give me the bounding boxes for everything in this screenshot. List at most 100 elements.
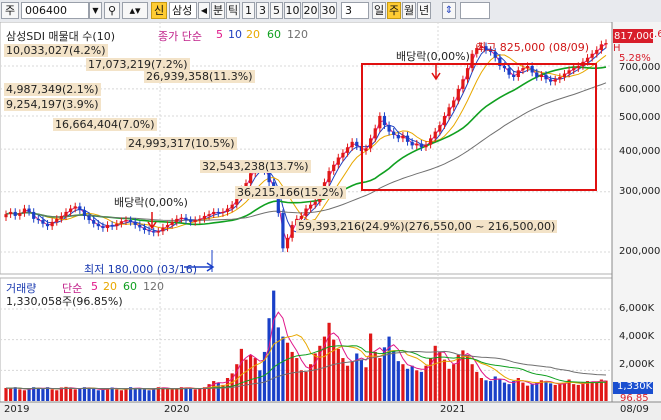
volume-bar	[336, 348, 340, 401]
candle	[336, 157, 340, 165]
candle	[544, 74, 548, 80]
search-icon[interactable]: ⚲	[104, 2, 120, 19]
speaker-icon[interactable]: ▴▾	[122, 2, 148, 19]
candle	[456, 88, 460, 101]
candle	[22, 208, 27, 214]
ma-5: 5	[216, 28, 223, 41]
current-price: 817,000	[614, 31, 656, 42]
volume-bar	[507, 384, 511, 401]
count-input[interactable]: 3	[341, 2, 369, 19]
dropdown-icon[interactable]: ▼	[89, 2, 102, 19]
dividend-annotation: 배당락(0,00%)	[396, 50, 470, 63]
candle	[152, 231, 156, 233]
candle	[313, 202, 317, 205]
stock-code-input[interactable]: 006400	[21, 2, 89, 19]
candle	[382, 115, 387, 126]
tick-button[interactable]: 틱	[226, 2, 240, 19]
tag-button[interactable]: 신	[151, 2, 167, 19]
candle	[327, 171, 331, 183]
volume-bar	[419, 371, 423, 401]
volume-bar	[4, 387, 8, 401]
period-button-5[interactable]: 5	[270, 2, 283, 19]
period-button-20[interactable]: 20	[302, 2, 319, 19]
volume-bar	[156, 387, 160, 401]
year-button[interactable]: 년	[417, 2, 431, 19]
candle	[576, 66, 580, 69]
candle	[92, 220, 96, 224]
x-tick-label: 2020	[164, 404, 190, 415]
candle	[45, 223, 50, 227]
volume-bar	[576, 384, 580, 401]
volume-bar	[170, 389, 174, 401]
candle	[202, 215, 207, 219]
volume-bar	[479, 378, 483, 401]
candle	[87, 215, 91, 221]
volume-bar	[558, 384, 562, 401]
candle	[207, 214, 211, 216]
volume-bar	[429, 358, 433, 401]
week-button[interactable]: 주	[387, 2, 401, 19]
volume-bar	[364, 367, 368, 401]
left-arrow-icon[interactable]: ◀	[198, 2, 210, 19]
period-button-10[interactable]: 10	[284, 2, 301, 19]
toolbar: 주 006400 ▼ ⚲ ▴▾ 신 삼성 ◀ 분 틱 1 3 5 10 20 3…	[0, 0, 661, 23]
volume-profile-label: 4,987,349(2.1%)	[4, 83, 101, 96]
stock-name-field: 삼성	[169, 2, 197, 19]
candle	[281, 213, 285, 249]
volume-bar	[41, 389, 45, 401]
volume-bar	[304, 371, 308, 401]
volume-profile-label: 16,664,404(7.0%)	[53, 118, 157, 131]
candle	[290, 224, 294, 238]
volume-bar	[189, 388, 193, 401]
x-tick-label: 2019	[4, 404, 30, 415]
current-volume-tag	[613, 382, 653, 394]
volume-bar	[516, 378, 520, 401]
right-arrow-icon	[184, 262, 215, 272]
period-button-1[interactable]: 1	[242, 2, 255, 19]
volume-bar	[484, 380, 488, 401]
volume-bar	[129, 387, 133, 401]
minute-button[interactable]: 분	[211, 2, 225, 19]
candle	[147, 229, 151, 232]
period-button-3[interactable]: 3	[256, 2, 269, 19]
candle	[405, 135, 410, 142]
volume-bar	[530, 384, 534, 401]
volume-bar	[249, 355, 253, 401]
volume-bar	[562, 382, 567, 401]
extra-input[interactable]	[460, 2, 490, 19]
volume-bar	[13, 387, 17, 401]
volume-y-tick: 4,000K	[619, 331, 655, 342]
volume-profile-label: 59,393,216(24.9%)(276,550,00 ~ 216,500,0…	[296, 220, 558, 233]
volume-current: 1,330K	[617, 381, 653, 392]
month-button[interactable]: 월	[402, 2, 416, 19]
volume-bar	[165, 389, 170, 401]
up-down-arrow-icon[interactable]: ⇕	[442, 2, 456, 19]
chart-area[interactable]: 삼성SDI 매물대 수(10) 종가 단순 5 10 20 60 120 10,…	[0, 22, 661, 420]
candle	[507, 68, 511, 75]
price-chart[interactable]	[0, 22, 661, 420]
y-tick-label: 600,000	[619, 84, 661, 95]
volume-bar	[489, 381, 493, 401]
current-price-tag	[613, 29, 653, 43]
volume-bar	[92, 389, 96, 401]
candle	[101, 226, 105, 229]
volume-bar	[216, 382, 220, 401]
day-button[interactable]: 일	[372, 2, 386, 19]
candle	[332, 164, 336, 172]
volume-bar	[544, 381, 548, 401]
market-select[interactable]: 주	[1, 2, 19, 19]
volume-bar	[45, 387, 50, 401]
volume-bar	[161, 387, 165, 401]
volume-title: 거래량	[6, 282, 37, 295]
volume-bar	[202, 387, 207, 401]
y-tick-label: 400,000	[619, 146, 661, 157]
candle	[341, 152, 345, 158]
period-button-30[interactable]: 30	[320, 2, 337, 19]
candle	[429, 138, 433, 145]
volume-bar	[470, 364, 474, 401]
x-tick-label: 2021	[440, 404, 466, 415]
volume-bar	[373, 351, 377, 401]
ma-60: 60	[267, 28, 281, 41]
volume-bar	[595, 382, 599, 401]
candle	[493, 51, 497, 58]
